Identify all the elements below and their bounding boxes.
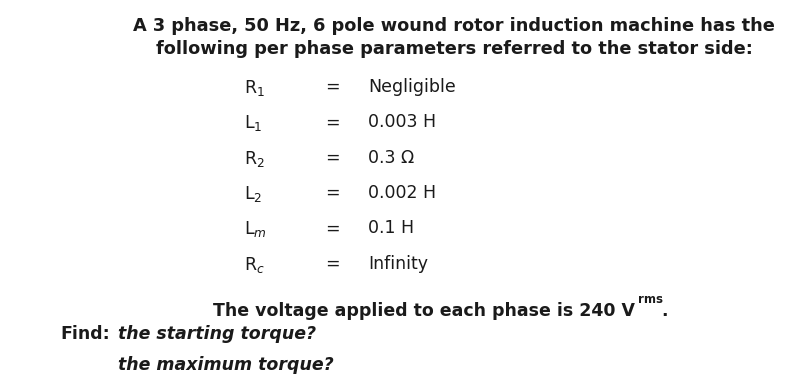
Text: The voltage applied to each phase is 240 V: The voltage applied to each phase is 240… [213, 302, 635, 320]
Text: =: = [325, 219, 339, 237]
Text: .: . [661, 302, 667, 320]
Text: =: = [325, 78, 339, 96]
Text: 0.3 Ω: 0.3 Ω [368, 149, 414, 166]
Text: L$_2$: L$_2$ [244, 184, 262, 204]
Text: 0.002 H: 0.002 H [368, 184, 436, 202]
Text: =: = [325, 113, 339, 131]
Text: 0.1 H: 0.1 H [368, 219, 414, 237]
Text: following per phase parameters referred to the stator side:: following per phase parameters referred … [155, 40, 753, 58]
Text: R$_1$: R$_1$ [244, 78, 265, 98]
Text: 0.003 H: 0.003 H [368, 113, 436, 131]
Text: =: = [325, 149, 339, 166]
Text: Infinity: Infinity [368, 255, 428, 272]
Text: =: = [325, 184, 339, 202]
Text: rms: rms [638, 293, 662, 306]
Text: L$_m$: L$_m$ [244, 219, 267, 239]
Text: =: = [325, 255, 339, 272]
Text: Negligible: Negligible [368, 78, 456, 96]
Text: R$_2$: R$_2$ [244, 149, 265, 169]
Text: Find:: Find: [60, 325, 110, 343]
Text: L$_1$: L$_1$ [244, 113, 262, 133]
Text: the maximum torque?: the maximum torque? [118, 356, 334, 374]
Text: A 3 phase, 50 Hz, 6 pole wound rotor induction machine has the: A 3 phase, 50 Hz, 6 pole wound rotor ind… [133, 17, 775, 35]
Text: the starting torque?: the starting torque? [118, 325, 317, 343]
Text: R$_c$: R$_c$ [244, 255, 265, 275]
